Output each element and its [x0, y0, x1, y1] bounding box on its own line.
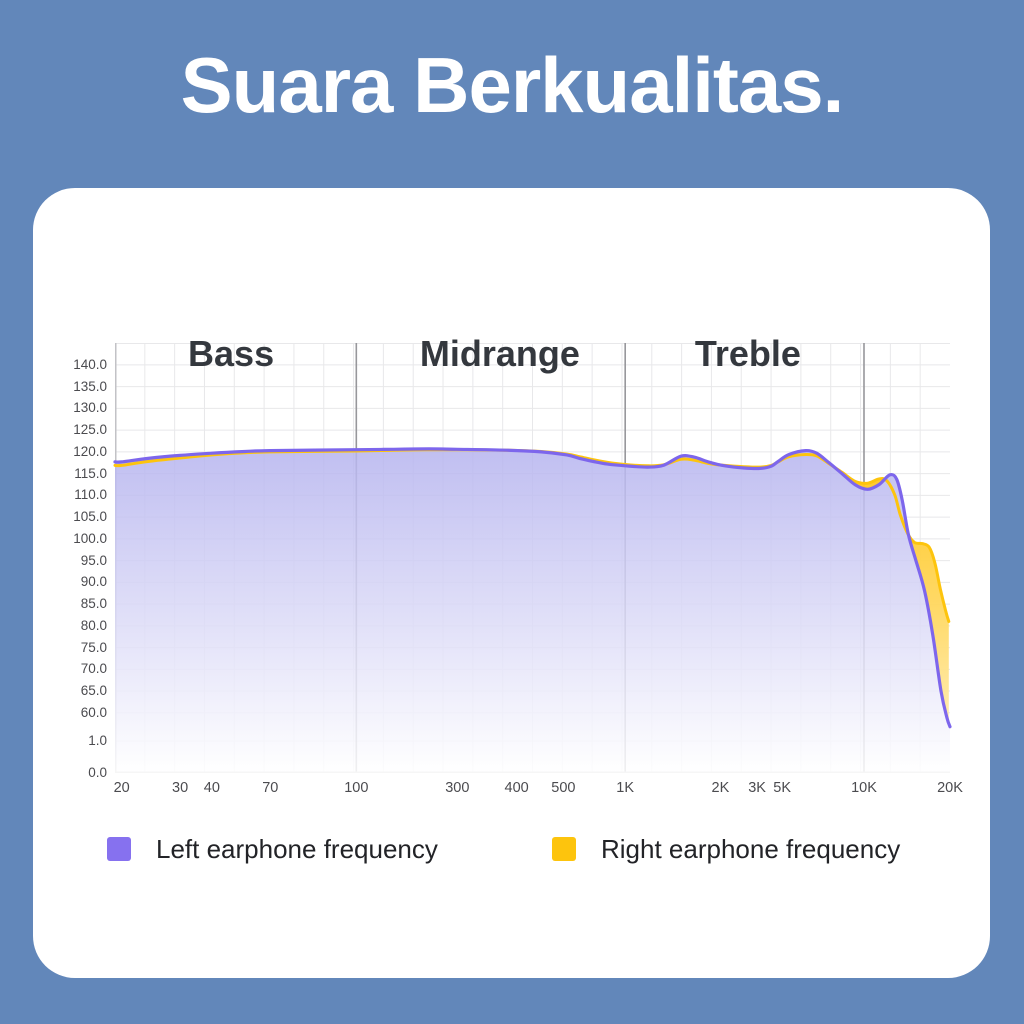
region-labels: Bass Midrange Treble — [115, 334, 950, 374]
y-tick-label: 90.0 — [80, 574, 107, 590]
region-label-bass: Bass — [188, 333, 275, 374]
frequency-response-chart: 140.0 135.0 130.0 125.0 120.0 115.0 110.0 105.0… — [73, 334, 963, 797]
legend-item-right: Right earphone frequency — [552, 832, 900, 866]
y-tick-label: 120.0 — [73, 443, 107, 459]
plot-area — [113, 343, 952, 773]
x-axis-labels: 20 30 40 70 100 300 400 500 1K 2K 3K 5K 10K 20K — [113, 780, 963, 802]
x-tick-label: 5K — [773, 780, 792, 796]
y-tick-label: 1.0 — [88, 733, 107, 749]
y-tick-label: 0.0 — [88, 765, 107, 780]
y-tick-label: 135.0 — [73, 378, 107, 394]
right-series-swatch — [552, 837, 576, 861]
x-tick-label: 40 — [203, 780, 220, 796]
y-tick-label: 60.0 — [80, 704, 107, 720]
x-tick-label: 20K — [937, 780, 963, 796]
x-tick-label: 20 — [113, 780, 130, 796]
right-series-label: Right earphone frequency — [601, 834, 901, 864]
region-label-midrange: Midrange — [419, 333, 580, 374]
right-series-area — [115, 449, 949, 773]
y-tick-label: 80.0 — [80, 617, 107, 633]
y-tick-label: 65.0 — [80, 683, 107, 699]
y-tick-label: 140.0 — [73, 356, 107, 372]
x-tick-label: 500 — [551, 780, 576, 796]
legend-item-left: Left earphone frequency — [107, 832, 438, 866]
y-tick-label: 70.0 — [80, 661, 107, 677]
y-tick-label: 75.0 — [80, 639, 107, 655]
page-title: Suara Berkualitas. — [180, 41, 845, 129]
chart-card: 140.0 135.0 130.0 125.0 120.0 115.0 110.0 105.0… — [33, 188, 990, 978]
region-label-treble: Treble — [694, 333, 801, 374]
x-tick-label: 400 — [504, 780, 529, 796]
y-tick-label: 105.0 — [73, 509, 107, 525]
left-series-label: Left earphone frequency — [156, 834, 438, 864]
x-tick-label: 2K — [711, 780, 730, 796]
x-tick-label: 1K — [616, 780, 635, 796]
y-tick-label: 110.0 — [74, 487, 107, 503]
y-tick-label: 95.0 — [80, 552, 107, 568]
y-tick-label: 130.0 — [73, 400, 107, 416]
x-tick-label: 3K — [748, 780, 766, 796]
x-tick-label: 30 — [172, 780, 189, 796]
y-tick-label: 125.0 — [73, 422, 107, 438]
left-series-curve — [113, 447, 952, 729]
left-series-swatch — [107, 837, 131, 861]
x-tick-label: 100 — [344, 780, 369, 796]
x-tick-label: 300 — [445, 780, 470, 796]
y-tick-label: 100.0 — [73, 530, 107, 546]
y-axis-labels: 140.0 135.0 130.0 125.0 120.0 115.0 110.0 105.0… — [51, 343, 107, 780]
y-tick-label: 115.0 — [74, 465, 107, 481]
x-tick-label: 10K — [851, 780, 877, 796]
y-tick-label: 85.0 — [80, 596, 107, 612]
x-tick-label: 70 — [262, 780, 279, 796]
